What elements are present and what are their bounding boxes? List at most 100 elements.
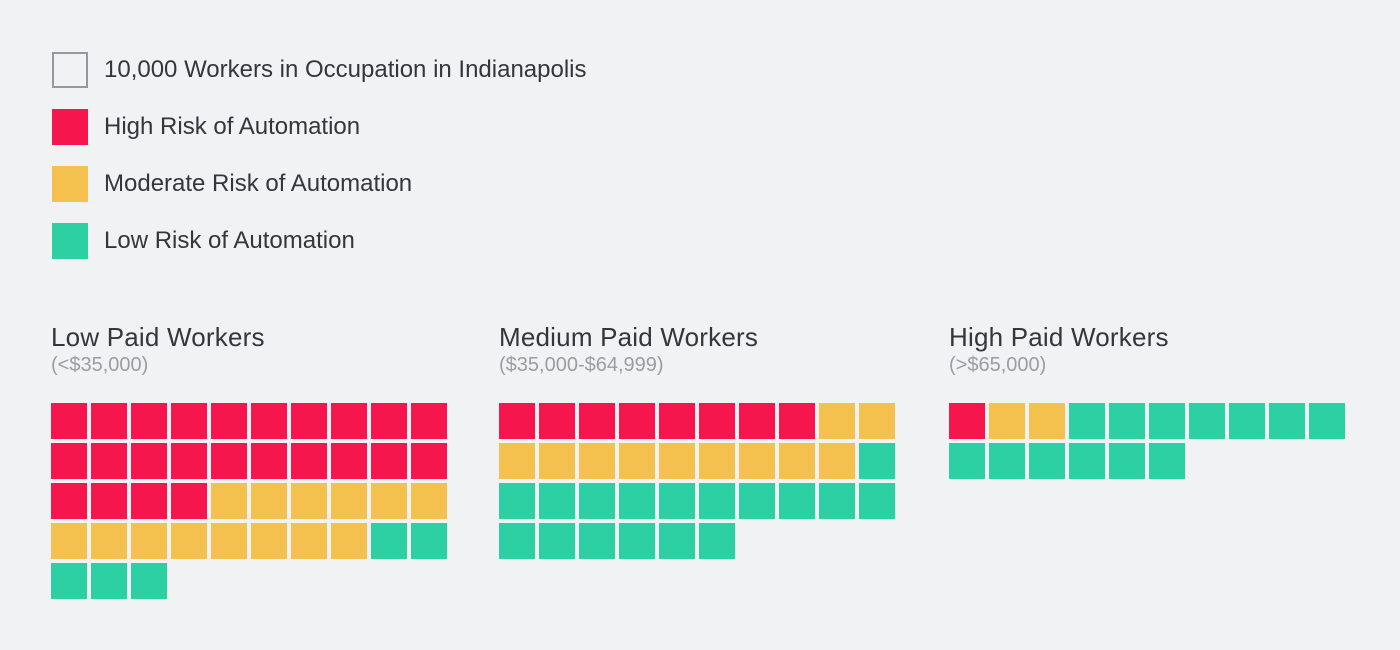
waffle-cell-low-risk [371,523,407,559]
waffle-cell-moderate-risk [251,523,287,559]
waffle-cell-high-risk [739,403,775,439]
waffle-cell-moderate-risk [579,443,615,479]
waffle-cell-high-risk [51,403,87,439]
waffle-cell-high-risk [619,403,655,439]
waffle-cell-high-risk [291,403,327,439]
waffle-cell-high-risk [51,443,87,479]
waffle-cell-high-risk [411,403,447,439]
waffle-cell-high-risk [51,483,87,519]
waffle-cell-low-risk [989,443,1025,479]
waffle-cell-moderate-risk [819,403,855,439]
waffle-cell-low-risk [579,523,615,559]
waffle-cell-moderate-risk [331,483,367,519]
waffle-cell-low-risk [51,563,87,599]
waffle-cell-low-risk [619,483,655,519]
waffle-cell-low-risk [1189,403,1225,439]
legend-item-low-risk: Low Risk of Automation [52,223,587,259]
waffle-cell-low-risk [1149,443,1185,479]
chart-subtitle-low-paid: (<$35,000) [51,354,149,376]
waffle-cell-low-risk [659,523,695,559]
waffle-cell-high-risk [411,443,447,479]
chart-low-paid: Low Paid Workers (<$35,000) [51,322,451,599]
waffle-cell-high-risk [779,403,815,439]
waffle-cell-low-risk [1069,443,1105,479]
waffle-cell-moderate-risk [659,443,695,479]
waffle-cell-low-risk [699,523,735,559]
waffle-cell-low-risk [949,443,985,479]
waffle-cell-high-risk [291,443,327,479]
waffle-cell-low-risk [859,443,895,479]
waffle-cell-moderate-risk [989,403,1025,439]
waffle-cell-high-risk [331,403,367,439]
waffle-cell-moderate-risk [51,523,87,559]
chart-medium-paid: Medium Paid Workers ($35,000-$64,999) [499,322,899,559]
waffle-cell-low-risk [1309,403,1345,439]
waffle-cell-moderate-risk [291,523,327,559]
legend-label-high-risk: High Risk of Automation [104,113,361,140]
waffle-cell-moderate-risk [499,443,535,479]
legend-label-low-risk: Low Risk of Automation [104,227,355,254]
waffle-cell-high-risk [171,483,207,519]
waffle-cell-low-risk [539,483,575,519]
waffle-grid-medium-paid [499,403,895,559]
legend-item-high-risk: High Risk of Automation [52,109,587,145]
waffle-cell-moderate-risk [131,523,167,559]
waffle-cell-moderate-risk [291,483,327,519]
legend: 10,000 Workers in Occupation in Indianap… [52,52,587,280]
waffle-cell-high-risk [131,443,167,479]
waffle-cell-low-risk [739,483,775,519]
waffle-cell-moderate-risk [819,443,855,479]
chart-title-low-paid: Low Paid Workers [51,322,265,352]
waffle-cell-low-risk [539,523,575,559]
waffle-cell-moderate-risk [619,443,655,479]
waffle-cell-low-risk [619,523,655,559]
waffle-cell-low-risk [659,483,695,519]
waffle-cell-moderate-risk [211,523,247,559]
waffle-cell-low-risk [1149,403,1185,439]
waffle-cell-high-risk [371,403,407,439]
legend-label-moderate-risk: Moderate Risk of Automation [104,170,413,197]
waffle-cell-high-risk [251,403,287,439]
waffle-cell-high-risk [91,443,127,479]
waffle-cell-high-risk [211,443,247,479]
legend-label-unit: 10,000 Workers in Occupation in Indianap… [104,56,587,83]
waffle-cell-moderate-risk [739,443,775,479]
waffle-cell-moderate-risk [251,483,287,519]
waffle-cell-low-risk [779,483,815,519]
waffle-cell-moderate-risk [859,403,895,439]
waffle-cell-high-risk [331,443,367,479]
legend-item-unit: 10,000 Workers in Occupation in Indianap… [52,52,587,88]
waffle-cell-low-risk [699,483,735,519]
chart-title-high-paid: High Paid Workers [949,322,1169,352]
waffle-cell-high-risk [499,403,535,439]
waffle-cell-high-risk [539,403,575,439]
waffle-cell-moderate-risk [411,483,447,519]
waffle-cell-high-risk [91,483,127,519]
waffle-cell-low-risk [499,523,535,559]
waffle-cell-high-risk [131,483,167,519]
waffle-cell-low-risk [1269,403,1305,439]
waffle-cell-moderate-risk [1029,403,1065,439]
waffle-cell-low-risk [1069,403,1105,439]
waffle-cell-high-risk [579,403,615,439]
waffle-cell-high-risk [171,403,207,439]
waffle-cell-low-risk [579,483,615,519]
legend-item-moderate-risk: Moderate Risk of Automation [52,166,587,202]
moderate-risk-swatch-icon [52,166,88,202]
waffle-cell-moderate-risk [91,523,127,559]
waffle-cell-moderate-risk [331,523,367,559]
chart-subtitle-medium-paid: ($35,000-$64,999) [499,354,664,376]
waffle-cell-low-risk [1229,403,1265,439]
waffle-cell-high-risk [131,403,167,439]
waffle-cell-low-risk [1109,403,1145,439]
waffle-grid-high-paid [949,403,1345,479]
waffle-cell-high-risk [91,403,127,439]
high-risk-swatch-icon [52,109,88,145]
waffle-cell-low-risk [131,563,167,599]
waffle-cell-low-risk [819,483,855,519]
chart-title-medium-paid: Medium Paid Workers [499,322,759,352]
chart-subtitle-high-paid: (>$65,000) [949,354,1047,376]
waffle-cell-high-risk [251,443,287,479]
waffle-cell-moderate-risk [539,443,575,479]
chart-high-paid: High Paid Workers (>$65,000) [949,322,1349,479]
